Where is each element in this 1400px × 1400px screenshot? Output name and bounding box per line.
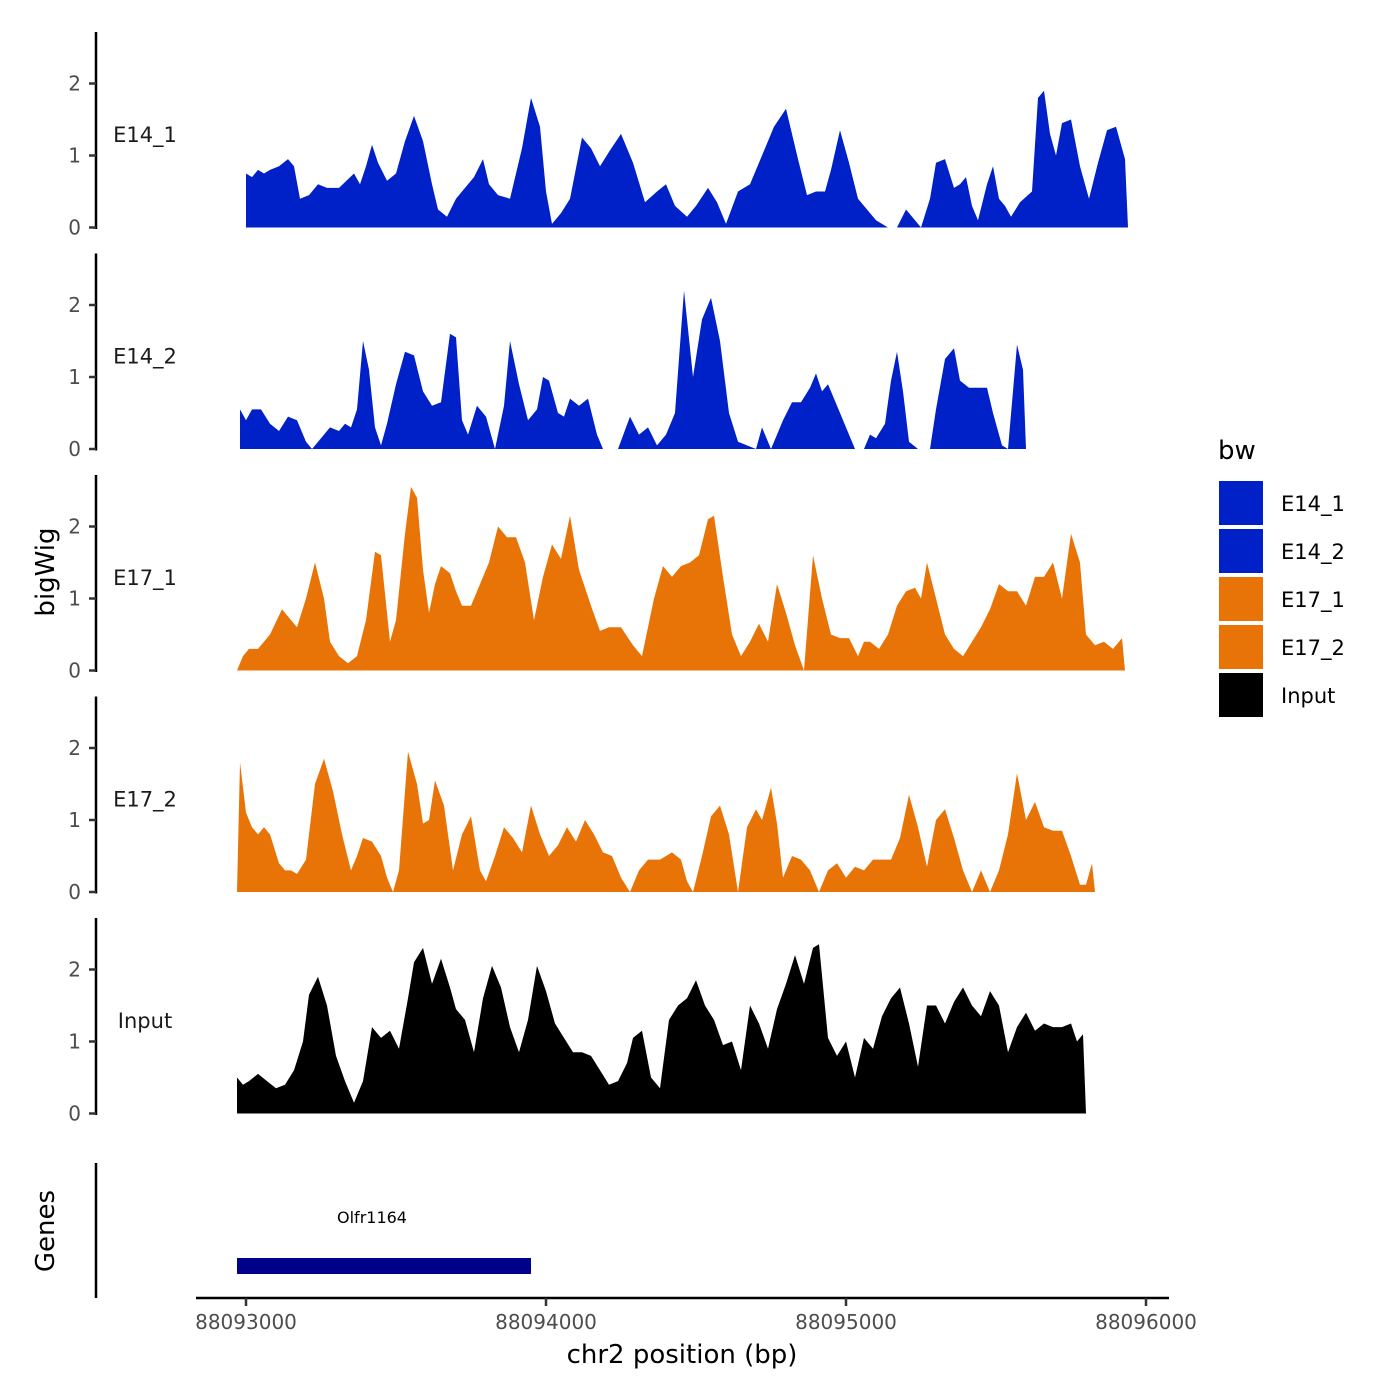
x-tick-label: 88096000 [1095,1310,1197,1334]
track-label-e17-1: E17_1 [113,566,177,591]
track-label-e14-1: E14_1 [113,123,177,148]
x-tick-label: 88094000 [495,1310,597,1334]
x-axis-title: chr2 position (bp) [567,1340,798,1370]
area-input [237,944,1086,1114]
area-e17-2 [237,751,1095,892]
y-tick-label-input: 2 [68,958,81,982]
tracks-layer: 0 1 2 E14_1 0 1 2 E14_2 0 1 2 E17_1 0 1 2 E17_2 0 1 2 Input [68,32,1128,1126]
y-tick-label-e14-2: 0 [68,437,81,461]
track-label-e14-2: E14_2 [113,345,177,370]
y-tick-label-e17-2: 2 [68,736,81,760]
x-tick-label: 88095000 [795,1310,897,1334]
y-tick-label-e17-1: 0 [68,659,81,683]
track-label-input: Input [118,1009,172,1033]
track-e14-1: 0 1 2 E14_1 [68,32,1128,240]
area-e14-2 [240,290,1026,449]
y-tick-label-input: 1 [68,1030,81,1054]
legend-swatch-e17-2 [1219,625,1263,669]
y-tick-label-e17-1: 2 [68,515,81,539]
track-e14-2: 0 1 2 E14_2 [68,253,1026,461]
y-tick-label-e14-2: 1 [68,365,81,389]
legend-swatch-e17-1 [1219,577,1263,621]
genes-track: Olfr1164 [94,1163,531,1298]
y-tick-label-e17-2: 0 [68,880,81,904]
gene-label-olfr1164: Olfr1164 [337,1208,407,1227]
legend-label-input: Input [1281,684,1335,708]
y-tick-label-input: 0 [68,1102,81,1126]
area-e17-1 [237,486,1125,671]
legend-swatch-input [1219,673,1263,717]
genes-axis-title: Genes [31,1190,61,1272]
x-tick-label: 88093000 [195,1310,297,1334]
area-e14-1 [246,90,1128,228]
y-tick-label-e14-1: 0 [68,216,81,240]
legend-title: bw [1218,436,1256,466]
y-axis-title: bigWig [31,527,61,616]
track-label-e17-2: E17_2 [113,788,177,813]
track-e17-1: 0 1 2 E17_1 [68,475,1125,683]
x-axis: 88093000 88094000 88095000 88096000 [195,1296,1197,1334]
y-tick-label-e14-1: 1 [68,144,81,168]
legend-label-e14-1: E14_1 [1281,492,1345,517]
y-tick-label-e17-2: 1 [68,808,81,832]
legend-label-e17-1: E17_1 [1281,588,1345,613]
y-tick-label-e14-2: 2 [68,293,81,317]
legend-label-e14-2: E14_2 [1281,540,1345,565]
y-tick-label-e17-1: 1 [68,587,81,611]
y-tick-label-e14-1: 2 [68,72,81,96]
track-e17-2: 0 1 2 E17_2 [68,696,1095,904]
legend-swatch-e14-2 [1219,529,1263,573]
legend: bw E14_1 E14_2 E17_1 E17_2 Input [1218,436,1345,717]
legend-swatch-e14-1 [1219,481,1263,525]
legend-label-e17-2: E17_2 [1281,636,1345,661]
gene-bar-olfr1164 [237,1258,531,1274]
track-input: 0 1 2 Input [68,918,1086,1126]
